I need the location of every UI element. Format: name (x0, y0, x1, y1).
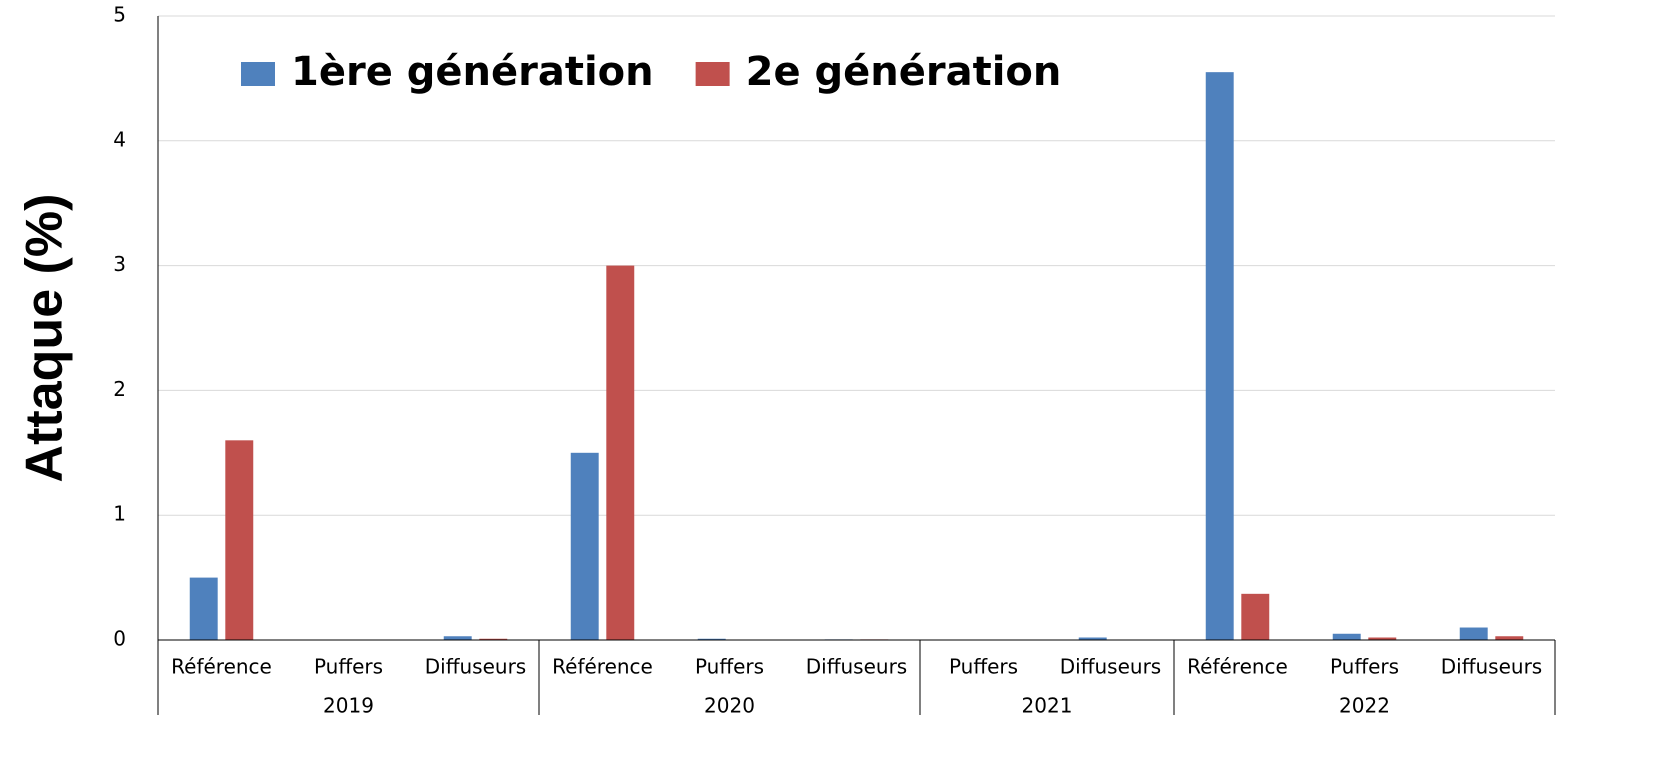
x-tick-label: Puffers (314, 655, 383, 679)
y-tick-label: 5 (113, 3, 126, 27)
bar (479, 638, 508, 640)
legend-label: 1ère génération (291, 49, 654, 95)
x-tick-label: Référence (552, 655, 653, 679)
x-tick-label: Puffers (1330, 655, 1399, 679)
bar (189, 577, 218, 640)
legend-swatch (241, 62, 275, 86)
x-tick-label: Diffuseurs (1060, 655, 1161, 679)
group-label: 2022 (1339, 694, 1390, 718)
group-label: 2021 (1022, 694, 1073, 718)
y-tick-label: 3 (113, 252, 126, 276)
x-tick-label: Référence (1187, 655, 1288, 679)
bar (570, 452, 599, 640)
bar (1368, 637, 1397, 640)
y-tick-label: 4 (113, 127, 126, 151)
bar (1241, 593, 1270, 640)
legend-swatch (695, 62, 730, 86)
bar (1495, 636, 1524, 640)
x-tick-label: Diffuseurs (425, 655, 526, 679)
x-tick-label: Puffers (695, 655, 764, 679)
x-tick-label: Diffuseurs (806, 655, 907, 679)
bar (697, 638, 726, 640)
bar (1332, 633, 1361, 640)
y-axis-title: Attaque (%) (16, 194, 74, 483)
bar (1078, 637, 1107, 640)
y-tick-label: 1 (113, 502, 126, 526)
y-tick-label: 2 (113, 377, 126, 401)
bar (225, 440, 254, 640)
bar (606, 265, 635, 640)
group-label: 2019 (323, 694, 374, 718)
bar (1205, 72, 1234, 640)
group-label: 2020 (704, 694, 755, 718)
x-tick-label: Diffuseurs (1441, 655, 1542, 679)
bar (1459, 627, 1488, 640)
y-tick-label: 0 (113, 627, 126, 651)
legend-label: 2e génération (746, 49, 1062, 95)
x-tick-label: Puffers (949, 655, 1018, 679)
x-tick-label: Référence (171, 655, 272, 679)
bar (443, 636, 472, 640)
